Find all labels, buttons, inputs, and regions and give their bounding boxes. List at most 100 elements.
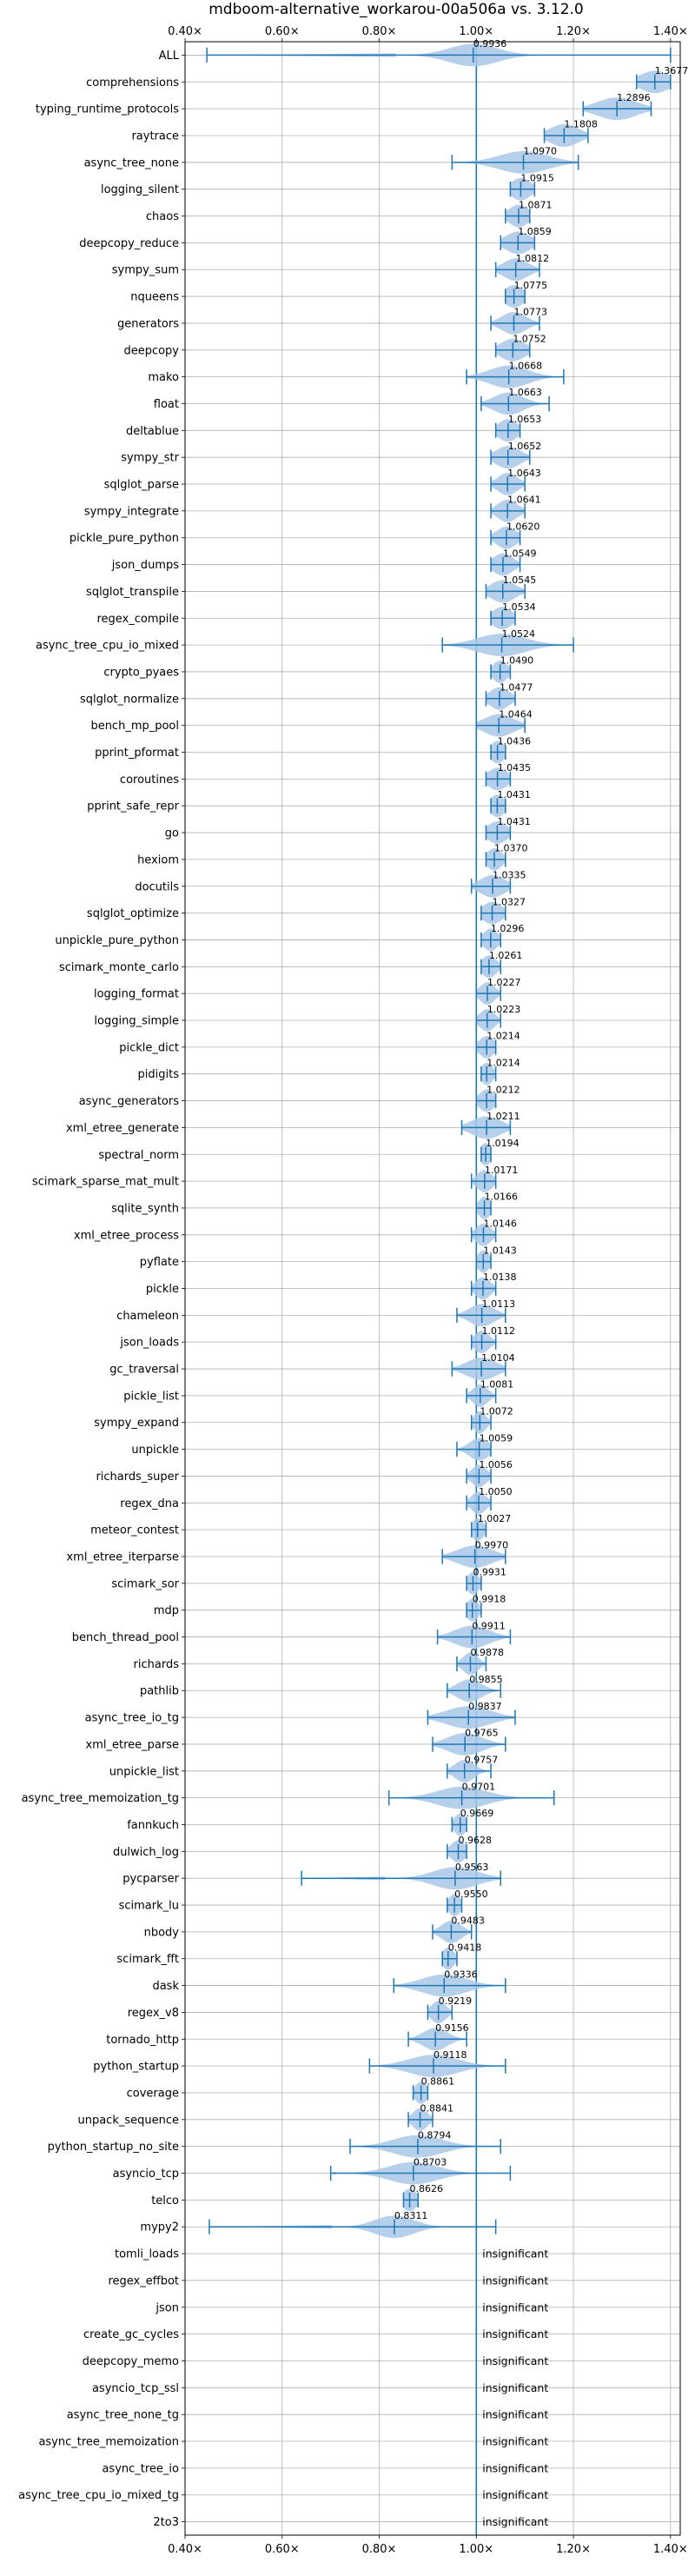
value-label: 1.0194 — [486, 1138, 520, 1149]
y-tick-label: sqlglot_normalize — [80, 693, 179, 706]
value-label: 1.0212 — [486, 1084, 520, 1095]
y-tick-label: scimark_sparse_mat_mult — [32, 1176, 179, 1189]
y-tick-label: pprint_pformat — [95, 747, 179, 760]
y-tick-label: unpickle_pure_python — [55, 934, 179, 947]
y-tick-label: xml_etree_parse — [86, 1738, 179, 1751]
y-tick-label: xml_etree_generate — [66, 1122, 179, 1135]
value-label: 1.2896 — [617, 92, 651, 103]
insignificant-label: insignificant — [482, 2435, 548, 2448]
y-tick-label: go — [165, 827, 179, 840]
x-tick-label-top: 1.00× — [459, 25, 493, 38]
value-label: 1.0327 — [493, 896, 526, 907]
y-tick-label: sqlite_synth — [111, 1202, 179, 1215]
value-label: 1.0871 — [519, 199, 553, 210]
value-label: 0.9765 — [465, 1728, 499, 1739]
value-label: 1.0370 — [494, 843, 528, 854]
value-label: 1.0211 — [486, 1111, 520, 1122]
y-tick-label: async_tree_memoization_tg — [22, 1792, 179, 1805]
value-label: 1.0056 — [479, 1459, 513, 1471]
y-tick-label: richards_super — [96, 1471, 179, 1484]
insignificant-label: insignificant — [482, 2488, 548, 2501]
y-tick-label: async_tree_none — [84, 156, 179, 169]
value-label: 1.0138 — [483, 1271, 517, 1283]
y-tick-label: sympy_expand — [94, 1417, 179, 1430]
value-label: 0.9118 — [434, 2049, 467, 2061]
x-tick-label-top: 0.80× — [362, 25, 397, 38]
y-tick-label: mdp — [154, 1604, 179, 1617]
y-tick-label: bench_mp_pool — [90, 720, 179, 733]
y-tick-label: scimark_sor — [111, 1577, 179, 1590]
y-tick-label: pyflate — [140, 1256, 179, 1269]
value-label: 0.8703 — [414, 2156, 447, 2168]
y-tick-label: comprehensions — [86, 76, 179, 90]
y-tick-label: chaos — [146, 210, 179, 223]
value-label: 1.0072 — [480, 1405, 513, 1417]
y-tick-label: hexiom — [137, 853, 179, 866]
labels-layer: 0.9936 1.3677 1.2896 1.1808 1.0970 1.0915 1.08… — [394, 38, 688, 2528]
value-label: 1.1808 — [564, 119, 598, 130]
value-label: 1.0477 — [500, 682, 533, 694]
y-tick-label: async_tree_cpu_io_mixed_tg — [18, 2489, 179, 2502]
value-label: 0.9855 — [469, 1674, 503, 1685]
y-tick-label: json_dumps — [111, 559, 179, 572]
y-tick-label: sympy_integrate — [84, 505, 179, 518]
value-label: 1.0663 — [508, 387, 542, 398]
value-label: 1.0643 — [507, 468, 541, 479]
insignificant-label: insignificant — [482, 2300, 548, 2314]
y-tick-label: sqlglot_parse — [104, 479, 179, 492]
y-tick-label: tomli_loads — [115, 2248, 179, 2261]
value-label: 1.0641 — [507, 495, 541, 506]
value-label: 0.8841 — [420, 2103, 454, 2115]
x-tick-label-bottom: 1.00× — [459, 2543, 493, 2556]
value-label: 0.9156 — [435, 2022, 468, 2034]
y-tick-label: async_tree_none_tg — [67, 2409, 179, 2422]
y-tick-label: typing_runtime_protocols — [36, 103, 179, 116]
value-label: 0.9336 — [444, 1969, 478, 1980]
value-label: 1.0166 — [485, 1192, 519, 1203]
y-tick-label: scimark_lu — [119, 1900, 179, 1913]
value-label: 1.0524 — [502, 628, 536, 640]
value-label: 1.0261 — [489, 950, 523, 961]
y-tick-label: logging_simple — [94, 1015, 179, 1028]
y-tick-label: coverage — [127, 2087, 179, 2100]
value-label: 0.9837 — [468, 1701, 502, 1712]
y-tick-label: regex_v8 — [128, 2007, 179, 2020]
y-tick-label: docutils — [135, 880, 179, 893]
value-label: 0.9911 — [472, 1620, 506, 1631]
y-tick-label: meteor_contest — [90, 1524, 179, 1537]
value-label: 0.8626 — [410, 2183, 444, 2194]
value-label: 1.0081 — [480, 1379, 514, 1391]
y-tick-label: mako — [148, 371, 179, 384]
value-label: 1.0545 — [503, 574, 537, 586]
y-tick-label: python_startup — [93, 2061, 179, 2074]
x-tick-label-bottom: 0.80× — [362, 2543, 397, 2556]
value-label: 1.0812 — [516, 253, 550, 264]
y-tick-label: pycparser — [122, 1873, 179, 1886]
y-tick-label: spectral_norm — [98, 1149, 179, 1162]
value-label: 1.0146 — [483, 1218, 517, 1230]
y-tick-label: generators — [117, 317, 179, 330]
y-tick-label: coroutines — [120, 773, 179, 787]
y-tick-label: sqlglot_optimize — [87, 907, 179, 920]
value-label: 0.9936 — [473, 38, 507, 50]
y-tick-label: unpickle_list — [109, 1765, 179, 1778]
y-tick-label: richards — [134, 1658, 180, 1671]
value-label: 1.0464 — [499, 708, 533, 720]
y-tick-label: scimark_fft — [116, 1953, 179, 1966]
y-tick-label: deepcopy_reduce — [79, 237, 179, 250]
value-label: 0.8794 — [418, 2129, 452, 2141]
value-label: 1.0214 — [486, 1057, 520, 1068]
y-tick-label: xml_etree_process — [74, 1229, 179, 1242]
value-label: 1.0104 — [481, 1352, 515, 1364]
value-label: 1.0549 — [503, 548, 537, 559]
y-tick-label: fannkuch — [127, 1819, 179, 1832]
marks-layer — [206, 42, 672, 2535]
y-tick-label: deepcopy_memo — [83, 2355, 179, 2368]
y-tick-label: float — [154, 398, 179, 411]
value-label: 1.0214 — [486, 1031, 520, 1042]
value-label: 1.0534 — [502, 601, 536, 613]
value-label: 1.0027 — [478, 1513, 512, 1524]
x-tick-label-top: 0.40× — [168, 25, 202, 38]
x-tick-label-bottom: 0.40× — [168, 2543, 202, 2556]
y-tick-label: regex_compile — [96, 613, 179, 626]
